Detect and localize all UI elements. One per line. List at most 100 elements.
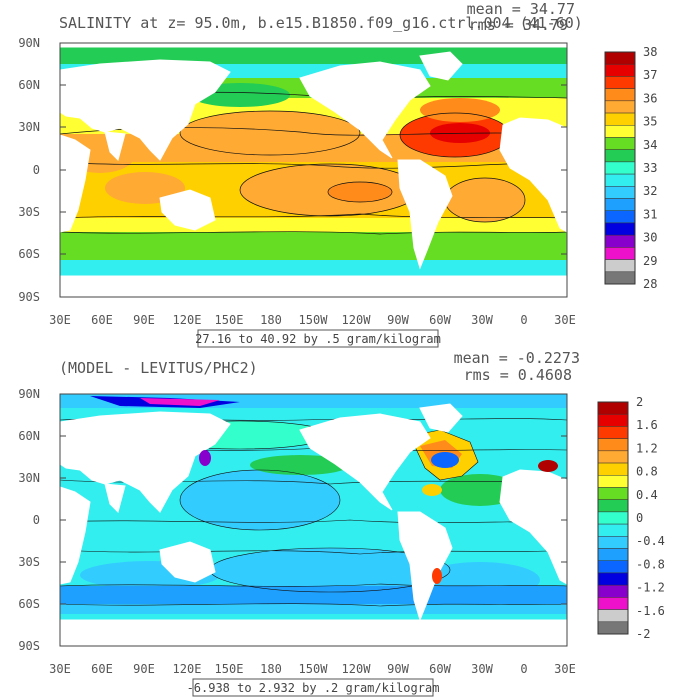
colorbar-swatch	[597, 597, 629, 610]
lon-tick: 60W	[429, 662, 451, 676]
colorbar-swatch	[597, 487, 629, 500]
difference-title: (MODEL - LEVITUS/PHC2)	[59, 359, 258, 377]
colorbar-swatch	[597, 499, 629, 513]
salinity-range-label: 27.16 to 40.92 by .5 gram/kilogram	[195, 332, 441, 346]
colorbar-label: 0.4	[636, 488, 658, 502]
lon-tick: 30E	[49, 313, 71, 327]
colorbar-label: 29	[643, 254, 657, 268]
lat-tick: 30S	[18, 205, 40, 219]
colorbar-swatch	[604, 210, 636, 224]
lon-tick: 30W	[471, 313, 493, 327]
colorbar-label: -2	[636, 627, 650, 641]
salinity-title: SALINITY at z= 95.0m, b.e15.B1850.f09_g1…	[59, 14, 583, 32]
colorbar-swatch	[604, 161, 636, 175]
colorbar-swatch	[597, 426, 629, 439]
lon-tick: 90W	[387, 313, 409, 327]
lon-tick: 90E	[133, 662, 155, 676]
lon-tick: 60W	[429, 313, 451, 327]
lon-tick: 30E	[554, 313, 576, 327]
difference-rms: rms = 0.4608	[464, 366, 572, 384]
colorbar-label: 31	[643, 207, 657, 221]
lon-tick: 90W	[387, 662, 409, 676]
difference-range-box	[192, 678, 434, 697]
lat-tick: 90N	[18, 387, 40, 401]
colorbar-label: -1.6	[636, 604, 665, 618]
colorbar-swatch	[597, 609, 629, 623]
colorbar-swatch	[597, 511, 629, 525]
colorbar-label: 2	[636, 395, 643, 409]
colorbar-swatch	[597, 560, 629, 574]
colorbar-label: -1.2	[636, 581, 665, 595]
lat-tick: 30N	[18, 120, 40, 134]
colorbar-swatch	[597, 536, 629, 549]
colorbar-label: 0.8	[636, 465, 658, 479]
lon-tick: 120E	[173, 662, 202, 676]
colorbar-swatch	[597, 572, 629, 586]
colorbar-label: 32	[643, 184, 657, 198]
difference-panel: (MODEL - LEVITUS/PHC2) mean = -0.2273 rm…	[0, 350, 700, 700]
colorbar-label: 34	[643, 138, 657, 152]
lon-tick: 120W	[342, 313, 372, 327]
colorbar-label: 0	[636, 511, 643, 525]
colorbar-swatch	[604, 259, 636, 273]
colorbar-swatch	[604, 100, 636, 114]
colorbar-swatch	[604, 63, 636, 77]
salinity-range-box	[197, 329, 439, 348]
lat-tick: 60N	[18, 78, 40, 92]
colorbar-swatch	[597, 413, 629, 427]
difference-mean: mean = -0.2273	[454, 350, 580, 367]
colorbar-label: 28	[643, 277, 657, 291]
colorbar-border	[604, 51, 636, 285]
lon-tick: 180	[260, 313, 282, 327]
lat-tick: 90S	[18, 290, 40, 304]
lat-tick: 60N	[18, 429, 40, 443]
colorbar-swatch	[604, 271, 636, 285]
difference-map	[60, 394, 567, 646]
lon-tick: 120W	[342, 662, 372, 676]
colorbar-label: -0.8	[636, 557, 665, 571]
colorbar-swatch	[604, 149, 636, 163]
colorbar-label: 33	[643, 161, 657, 175]
lon-tick: 120E	[173, 313, 202, 327]
lat-tick: 60S	[18, 247, 40, 261]
lon-tick: 30W	[471, 662, 493, 676]
lon-tick: 150W	[299, 662, 329, 676]
lon-tick: 150E	[215, 662, 244, 676]
colorbar-swatch	[604, 88, 636, 102]
colorbar-label: -0.4	[636, 534, 665, 548]
lon-tick: 60E	[91, 662, 113, 676]
colorbar-swatch	[604, 186, 636, 199]
difference-colorbar: 2 1.6 1.2 0.8 0.4 0 -0.4 -0.8 -1.2 -1.6 -2	[597, 395, 665, 641]
colorbar-swatch	[604, 198, 636, 211]
salinity-rms: rms = 34.79	[469, 16, 568, 34]
colorbar-label: 38	[643, 45, 657, 59]
colorbar-swatch	[604, 173, 636, 187]
lat-tick: 30N	[18, 471, 40, 485]
difference-range-label: -6.938 to 2.932 by .2 gram/kilogram	[187, 681, 440, 695]
colorbar-swatch	[597, 450, 629, 464]
colorbar-border	[597, 401, 629, 635]
salinity-colorbar: 38 37 36 35 34 33 32 31 30 29 28	[604, 45, 657, 291]
colorbar-label: 37	[643, 68, 657, 82]
colorbar-swatch	[604, 76, 636, 89]
lon-tick: 30E	[554, 662, 576, 676]
colorbar-swatch	[604, 137, 636, 150]
lon-tick: 150E	[215, 313, 244, 327]
lon-tick: 180	[260, 662, 282, 676]
colorbar-swatch	[597, 475, 629, 488]
lat-tick: 90S	[18, 639, 40, 653]
lon-tick: 150W	[299, 313, 329, 327]
salinity-mean: mean = 34.77	[467, 0, 575, 18]
colorbar-swatch	[604, 125, 636, 138]
colorbar-swatch	[597, 438, 629, 452]
lon-tick: 0	[520, 313, 527, 327]
colorbar-swatch	[597, 584, 629, 598]
colorbar-swatch	[604, 234, 636, 248]
lon-tick: 90E	[133, 313, 155, 327]
lat-tick: 0	[33, 513, 40, 527]
salinity-panel: SALINITY at z= 95.0m, b.e15.B1850.f09_g1…	[18, 0, 657, 348]
colorbar-label: 35	[643, 115, 657, 129]
lat-tick: 60S	[18, 597, 40, 611]
colorbar-swatch	[597, 523, 629, 537]
colorbar-swatch	[597, 548, 629, 561]
